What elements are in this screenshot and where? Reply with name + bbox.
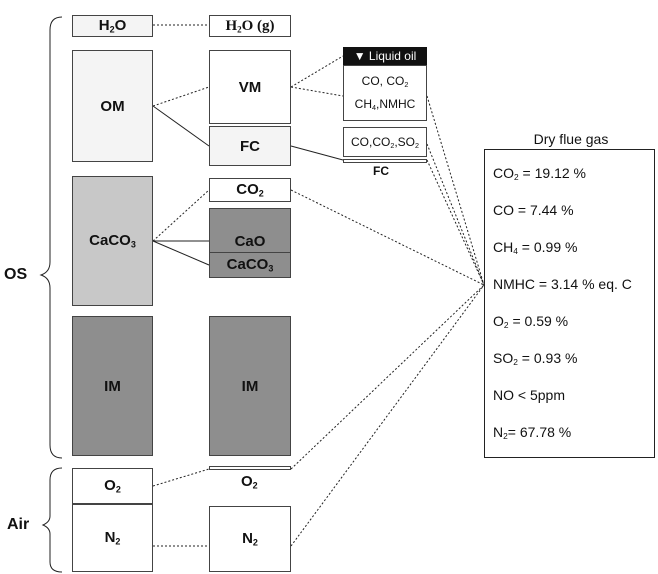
fc-text: FC: [240, 137, 260, 155]
fc-gas-text: CO,CO2,SO2: [350, 134, 419, 150]
gas-to-flue-1: [426, 95, 485, 286]
vm-box: VM: [209, 50, 291, 124]
fc-gas-box: CO,CO2,SO2: [343, 127, 427, 157]
caco3-co2-link: [152, 189, 210, 242]
im-residual-box: IM: [209, 316, 291, 456]
im-box: IM: [72, 316, 153, 456]
n2-to-flue: [290, 284, 485, 547]
n2-text: N2: [104, 529, 121, 547]
air-label: Air: [7, 516, 30, 533]
co2-box: CO2: [209, 178, 291, 202]
om-box: OM: [72, 50, 153, 162]
flue-row-co: CO = 7.44 %: [493, 202, 574, 218]
n2-residual-box: N2: [209, 506, 291, 572]
gas-to-flue-2: [426, 143, 485, 286]
flue-gas-box: CO2 = 19.12 % CO = 7.44 % CH4 = 0.99 % N…: [484, 149, 655, 458]
co2-to-flue: [290, 189, 485, 286]
flue-row-no: NO < 5ppm: [493, 387, 565, 403]
caco3-caco3-line: [152, 240, 210, 266]
cao-text: CaO: [234, 232, 266, 250]
flue-row-n2: N2= 67.78 %: [493, 424, 572, 442]
om-text: OM: [100, 97, 125, 115]
liquid-oil-text: Liquid oil: [368, 49, 417, 63]
h2o-box: H2O: [72, 15, 153, 37]
liquid-oil-box: ▼ Liquid oil: [343, 47, 427, 65]
fc-box: FC: [209, 126, 291, 166]
os-label: OS: [4, 266, 28, 283]
co2-text: CO2: [236, 181, 264, 199]
air-brace: [41, 467, 63, 573]
vm-gas-line2: CH4,NMHC: [354, 97, 416, 112]
caco3-residual-text: CaCO3: [226, 256, 274, 274]
os-brace: [39, 16, 63, 459]
flue-row-co2: CO2 = 19.12 %: [493, 165, 586, 183]
caco3-text: CaCO3: [89, 232, 136, 250]
om-vm-link: [152, 86, 210, 107]
caco3-residual-box: CaCO3: [209, 252, 291, 278]
vm-oil-link: [290, 55, 344, 88]
im-residual-text: IM: [241, 377, 259, 395]
n2-box: N2: [72, 504, 153, 572]
o2-residual-text: O2: [241, 473, 258, 491]
liquid-oil-icon: ▼: [353, 49, 369, 63]
o2-link: [152, 468, 210, 487]
om-fc-line: [152, 105, 210, 147]
h2o-g-box: H2O (g): [209, 15, 291, 37]
h2o-g-text: H2O (g): [225, 17, 275, 34]
n2-residual-text: N2: [242, 530, 258, 548]
o2-text: O2: [104, 477, 121, 495]
vm-gas-box: CO, CO2 CH4,NMHC: [343, 65, 427, 121]
fc-gas-line: [290, 145, 344, 161]
gas-to-flue-3: [426, 159, 485, 286]
flue-row-o2: O2 = 0.59 %: [493, 313, 569, 331]
o2-to-flue: [290, 284, 485, 470]
vm-gas-line1: CO, CO2: [361, 74, 409, 89]
fc-residual-text: FC: [373, 164, 389, 178]
vm-gas-link: [290, 86, 344, 97]
flue-row-ch4: CH4 = 0.99 %: [493, 239, 578, 257]
o2-residual-bar: [209, 466, 291, 470]
im-text: IM: [104, 377, 121, 395]
caco3-box: CaCO3: [72, 176, 153, 306]
flue-gas-title: Dry flue gas: [533, 131, 609, 147]
flue-row-so2: SO2 = 0.93 %: [493, 350, 578, 368]
flue-row-nmhc: NMHC = 3.14 % eq. C: [493, 276, 632, 292]
o2-box: O2: [72, 468, 153, 504]
fc-residual-bar: [343, 159, 427, 163]
vm-text: VM: [238, 78, 262, 96]
h2o-text: H2O: [98, 17, 127, 35]
